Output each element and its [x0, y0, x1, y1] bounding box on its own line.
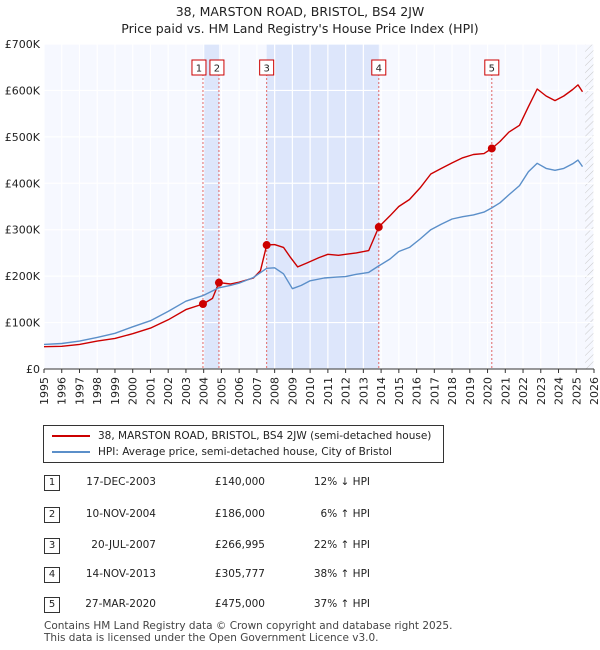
x-tick-label: 2023 [535, 377, 548, 405]
x-tick-label: 2007 [251, 377, 264, 405]
sale-badge: 3 [44, 538, 60, 554]
x-tick-label: 2026 [588, 377, 600, 405]
x-tick-label: 1997 [73, 377, 86, 405]
x-tick-label: 2020 [482, 377, 495, 405]
y-tick-label: £300K [5, 224, 41, 237]
chart-title: 38, MARSTON ROAD, BRISTOL, BS4 2JW [175, 4, 425, 19]
sale-badge: 1 [44, 475, 60, 491]
y-tick-label: £500K [5, 131, 41, 144]
sale-price: £305,777 [214, 568, 265, 580]
sale-hpi-diff: 37% ↑ HPI [313, 598, 370, 610]
sale-price: £186,000 [214, 508, 265, 520]
x-tick-label: 1995 [38, 377, 51, 405]
footer-copyright: Contains HM Land Registry data © Crown c… [44, 620, 453, 632]
shaded-period [266, 44, 379, 369]
sale-number-box [191, 59, 207, 76]
sale-badge: 2 [44, 507, 60, 523]
sale-number-box [259, 59, 275, 76]
x-tick-label: 2002 [162, 377, 175, 405]
x-tick-label: 2015 [393, 377, 406, 405]
sale-number-label: 4 [376, 64, 382, 75]
y-tick-label: £200K [5, 270, 41, 283]
sale-number-label: 1 [196, 64, 202, 75]
x-tick-label: 2008 [269, 377, 282, 405]
x-tick-label: 2001 [144, 377, 157, 405]
hpi-line [43, 159, 584, 346]
sale-badge: 4 [44, 567, 60, 583]
legend-item-hpi: HPI: Average price, semi-detached house,… [52, 446, 392, 458]
table-row: 5 27-MAR-2020 £475,000 37% ↑ HPI [0, 597, 600, 615]
sale-number-label: 3 [263, 64, 269, 75]
sale-hpi-diff: 12% ↓ HPI [313, 476, 370, 488]
price-chart: 1 2 3 4 5 £0 £100K £200K £300K £400K £500K £600K £70… [5, 38, 600, 405]
property-price-line [43, 84, 584, 348]
table-row: 4 14-NOV-2013 £305,777 38% ↑ HPI [0, 567, 600, 585]
legend-item-property: 38, MARSTON ROAD, BRISTOL, BS4 2JW (semi… [52, 430, 431, 442]
x-tick-label: 2005 [215, 377, 228, 405]
sale-date: 17-DEC-2003 [86, 476, 156, 488]
x-tick-label: 2013 [357, 377, 370, 405]
sale-date: 20-JUL-2007 [91, 539, 156, 551]
sale-date: 14-NOV-2013 [85, 568, 156, 580]
x-tick-label: 2010 [304, 377, 317, 405]
sale-point [262, 241, 271, 250]
x-tick-label: 2016 [411, 377, 424, 405]
sale-point [487, 144, 496, 153]
legend: 38, MARSTON ROAD, BRISTOL, BS4 2JW (semi… [43, 425, 444, 463]
table-row: 2 10-NOV-2004 £186,000 6% ↑ HPI [0, 507, 600, 525]
sale-hpi-diff: 38% ↑ HPI [313, 568, 370, 580]
forecast-hatch [585, 44, 594, 369]
x-tick-label: 2017 [428, 377, 441, 405]
x-tick-label: 2022 [517, 377, 530, 405]
sale-date: 27-MAR-2020 [85, 598, 156, 610]
footer-license: This data is licensed under the Open Gov… [44, 632, 379, 644]
x-tick-label: 2014 [375, 377, 388, 405]
sale-price: £475,000 [214, 598, 265, 610]
y-tick-label: £400K [5, 177, 41, 190]
table-row: 1 17-DEC-2003 £140,000 12% ↓ HPI [0, 475, 600, 493]
x-tick-label: 2021 [499, 377, 512, 405]
y-tick-label: £600K [5, 84, 41, 97]
x-tick-label: 2009 [286, 377, 299, 405]
legend-swatch-property [52, 435, 90, 437]
y-tick-label: £700K [5, 38, 41, 51]
x-tick-label: 2025 [570, 377, 583, 405]
shaded-period [202, 44, 219, 369]
sale-point [374, 223, 383, 232]
table-row: 3 20-JUL-2007 £266,995 22% ↑ HPI [0, 538, 600, 556]
y-tick-label: £100K [5, 317, 41, 330]
x-tick-label: 2024 [553, 377, 566, 405]
x-tick-label: 2012 [340, 377, 353, 405]
x-tick-label: 2000 [127, 377, 140, 405]
sale-point [214, 278, 223, 287]
legend-label-hpi: HPI: Average price, semi-detached house,… [98, 446, 392, 458]
sale-number-box [371, 59, 387, 76]
x-tick-label: 2018 [446, 377, 459, 405]
sale-price: £140,000 [214, 476, 265, 488]
sale-badge: 5 [44, 597, 60, 613]
x-tick-label: 2006 [233, 377, 246, 405]
sale-number-box [484, 59, 500, 76]
chart-subtitle: Price paid vs. HM Land Registry's House … [121, 21, 479, 36]
legend-label-property: 38, MARSTON ROAD, BRISTOL, BS4 2JW (semi… [98, 430, 432, 442]
x-tick-label: 2011 [322, 377, 335, 405]
sale-number-label: 2 [214, 64, 220, 75]
x-tick-label: 2004 [198, 377, 211, 405]
sale-hpi-diff: 6% ↑ HPI [320, 508, 370, 520]
sale-hpi-diff: 22% ↑ HPI [313, 539, 370, 551]
x-tick-label: 2019 [464, 377, 477, 405]
sale-number-label: 5 [489, 64, 495, 75]
sale-date: 10-NOV-2004 [85, 508, 156, 520]
x-tick-label: 1999 [109, 377, 122, 405]
sale-point [198, 300, 207, 308]
x-tick-label: 1996 [56, 377, 69, 405]
y-tick-label: £0 [26, 363, 40, 376]
sale-price: £266,995 [214, 539, 265, 551]
sale-number-box [209, 59, 225, 76]
x-tick-label: 1998 [91, 377, 104, 405]
x-tick-label: 2003 [180, 377, 193, 405]
legend-swatch-hpi [52, 451, 90, 453]
